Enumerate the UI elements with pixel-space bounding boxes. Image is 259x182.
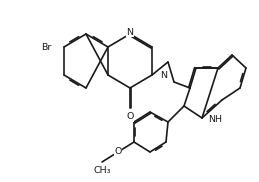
Text: O: O [126,112,134,121]
Text: Br: Br [42,43,52,52]
Text: NH: NH [208,116,222,124]
Text: N: N [160,70,167,80]
Text: CH₃: CH₃ [93,166,111,175]
Text: O: O [114,147,122,157]
Text: N: N [126,27,133,37]
